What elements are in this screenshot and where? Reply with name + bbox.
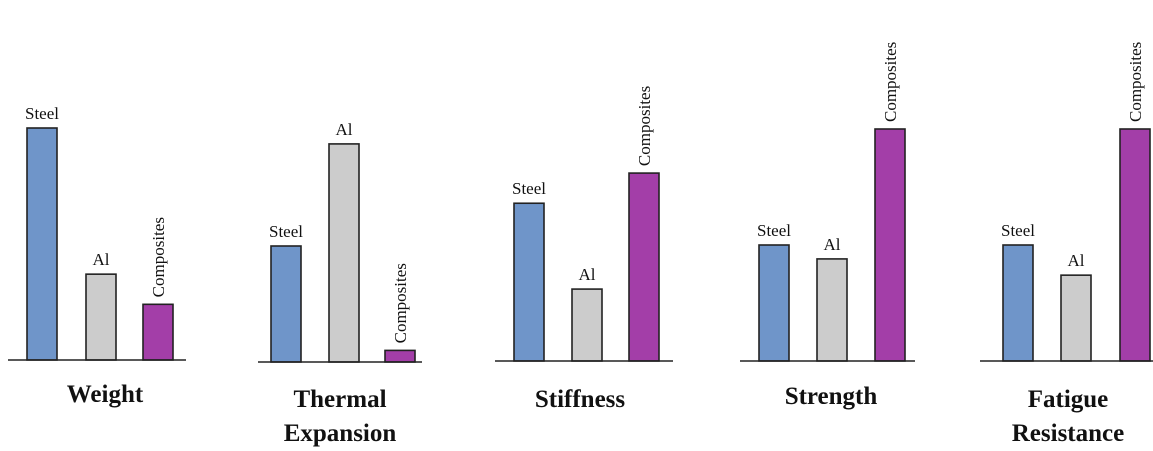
chart-title-thermal-expansion: Thermal Expansion (283, 386, 397, 447)
bar-chart-strength: Steel Al Composites (740, 42, 915, 362)
bar-label-steel: Steel (512, 179, 546, 198)
bar-label-al: Al (579, 265, 596, 284)
bar-label-composites: Composites (1126, 42, 1145, 122)
bar-steel (513, 202, 545, 362)
bar-al (816, 258, 848, 362)
bar-label-al: Al (1068, 251, 1085, 270)
chart-title-strength: Strength (784, 383, 878, 410)
bar-label-composites: Composites (881, 42, 900, 122)
bar-composites (874, 128, 906, 362)
bar-composites (384, 349, 416, 363)
bar-steel (758, 244, 790, 362)
bar-composites (142, 303, 174, 361)
bar-label-steel: Steel (757, 221, 791, 240)
bar-label-steel: Steel (1001, 221, 1035, 240)
bar-chart-stiffness: Steel Al Composites (495, 86, 673, 362)
chart-title-weight: Weight (66, 381, 144, 408)
bar-al (328, 143, 360, 363)
bar-label-composites: Composites (635, 86, 654, 166)
bar-label-composites: Composites (149, 217, 168, 297)
bar-chart-thermal-expansion: Steel Al Composites (258, 120, 422, 363)
bar-steel (26, 127, 58, 361)
chart-title-stiffness: Stiffness (534, 386, 626, 413)
bar-steel (1002, 244, 1034, 362)
bar-label-steel: Steel (269, 222, 303, 241)
bar-composites (1119, 128, 1151, 362)
bar-label-al: Al (336, 120, 353, 139)
bar-composites (628, 172, 660, 362)
bar-al (1060, 274, 1092, 362)
bar-label-composites: Composites (391, 263, 410, 343)
bar-steel (270, 245, 302, 363)
bar-al (571, 288, 603, 362)
bar-chart-weight: Steel Al Composites (8, 104, 186, 361)
bar-label-steel: Steel (25, 104, 59, 123)
bar-label-al: Al (824, 235, 841, 254)
chart-title-fatigue-resistance: Fatigue Resistance (1011, 386, 1125, 447)
bar-label-al: Al (93, 250, 110, 269)
bar-al (85, 273, 117, 361)
bar-chart-fatigue-resistance: Steel Al Composites (980, 42, 1153, 362)
